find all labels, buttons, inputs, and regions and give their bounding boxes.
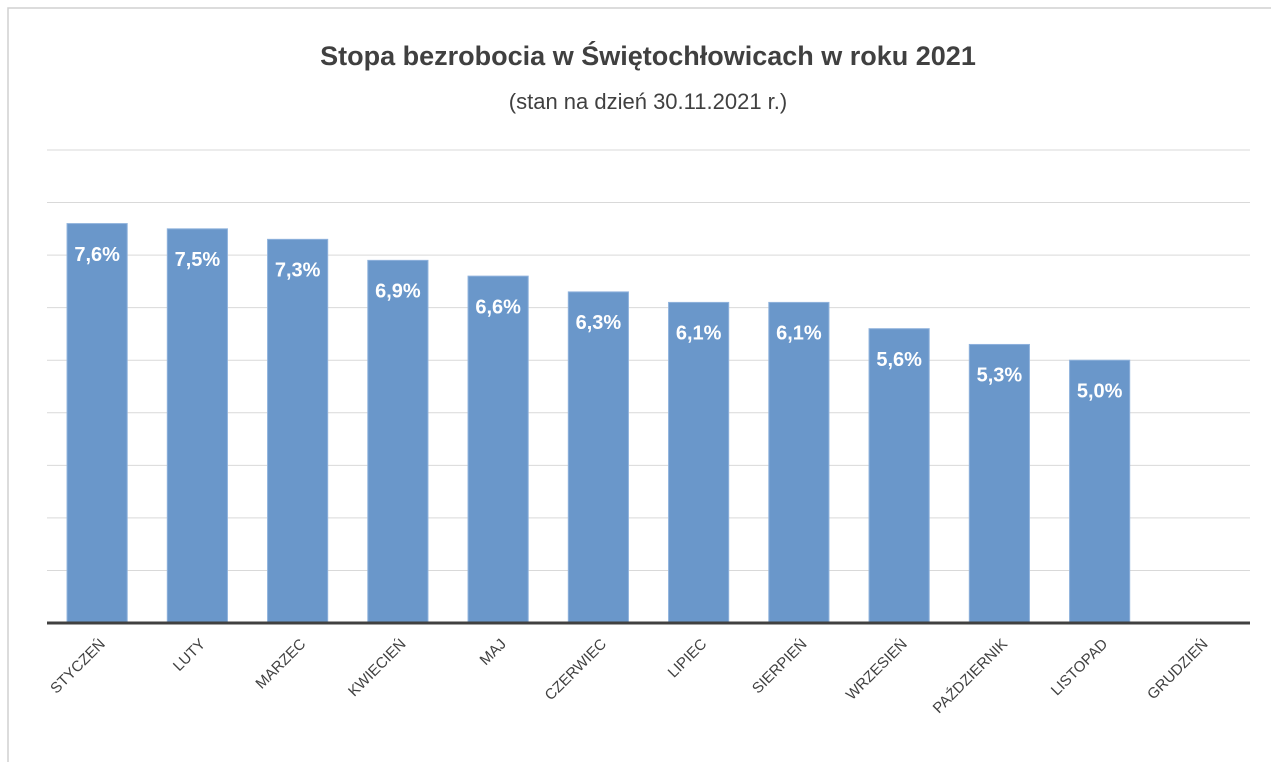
data-label: 6,6% — [475, 296, 521, 318]
bar — [668, 301, 730, 624]
bar — [367, 259, 429, 624]
data-label: 7,5% — [175, 249, 221, 271]
x-tick-label: KWIECIEŃ — [345, 636, 409, 700]
bar — [567, 291, 629, 624]
x-tick-label: PAŹDZIERNIK — [930, 636, 1011, 717]
chart-frame — [7, 7, 1271, 762]
bar — [968, 343, 1030, 624]
data-label: 5,3% — [977, 365, 1023, 387]
data-label: 6,3% — [576, 312, 622, 334]
data-label: 7,6% — [74, 244, 120, 266]
x-tick-label: GRUDZIEŃ — [1144, 636, 1211, 703]
bar — [467, 275, 529, 624]
x-tick-label: MAJ — [477, 636, 510, 669]
chart-subtitle: (stan na dzień 30.11.2021 r.) — [509, 89, 787, 114]
data-label: 6,1% — [776, 323, 822, 345]
data-label: 5,0% — [1077, 381, 1123, 403]
x-tick-label: LISTOPAD — [1048, 636, 1112, 700]
data-label: 6,9% — [375, 281, 421, 303]
x-tick-label: LIPIEC — [665, 636, 711, 682]
x-tick-label: SIERPIEŃ — [749, 636, 811, 698]
x-tick-label: WRZESIEŃ — [843, 636, 911, 704]
bar — [66, 223, 128, 624]
bar — [768, 301, 830, 624]
x-tick-label: CZERWIEC — [542, 636, 611, 705]
x-tick-label: STYCZEŃ — [47, 636, 109, 698]
x-tick-label: MARZEC — [252, 636, 309, 693]
bar — [868, 328, 930, 624]
chart-title: Stopa bezrobocia w Świętochłowicach w ro… — [320, 40, 976, 71]
x-tick-label: LUTY — [170, 636, 209, 675]
data-label: 5,6% — [876, 349, 922, 371]
bar — [166, 228, 228, 624]
bar — [1069, 359, 1131, 624]
bar — [267, 238, 329, 624]
data-label: 7,3% — [275, 260, 321, 282]
data-label: 6,1% — [676, 323, 722, 345]
